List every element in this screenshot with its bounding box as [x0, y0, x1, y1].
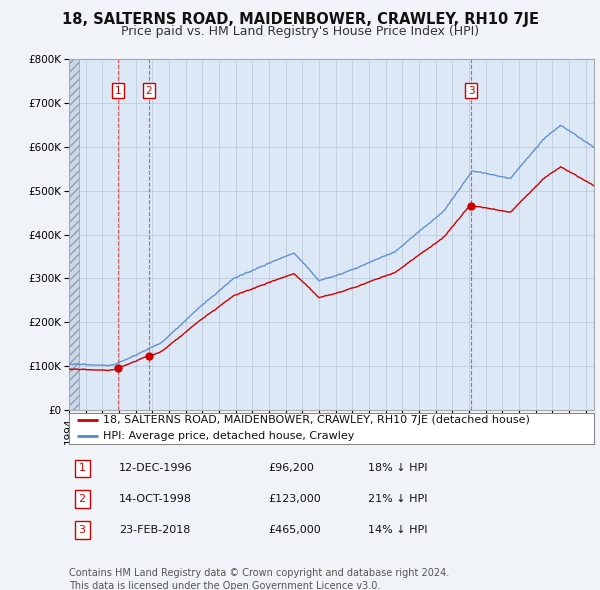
- Text: 3: 3: [79, 525, 86, 535]
- Text: £465,000: £465,000: [269, 525, 321, 535]
- Bar: [69, 59, 79, 410]
- Text: 2: 2: [79, 494, 86, 504]
- Text: HPI: Average price, detached house, Crawley: HPI: Average price, detached house, Craw…: [103, 431, 355, 441]
- Text: 18, SALTERNS ROAD, MAIDENBOWER, CRAWLEY, RH10 7JE (detached house): 18, SALTERNS ROAD, MAIDENBOWER, CRAWLEY,…: [103, 415, 530, 425]
- Text: 3: 3: [468, 86, 475, 96]
- Text: 2: 2: [146, 86, 152, 96]
- Text: 18, SALTERNS ROAD, MAIDENBOWER, CRAWLEY, RH10 7JE: 18, SALTERNS ROAD, MAIDENBOWER, CRAWLEY,…: [62, 12, 539, 27]
- Text: 21% ↓ HPI: 21% ↓ HPI: [368, 494, 428, 504]
- Text: Contains HM Land Registry data © Crown copyright and database right 2024.
This d: Contains HM Land Registry data © Crown c…: [69, 568, 449, 590]
- Text: 14% ↓ HPI: 14% ↓ HPI: [368, 525, 428, 535]
- Text: £123,000: £123,000: [269, 494, 321, 504]
- Text: 18% ↓ HPI: 18% ↓ HPI: [368, 463, 428, 473]
- Text: 1: 1: [115, 86, 121, 96]
- Text: £96,200: £96,200: [269, 463, 314, 473]
- Text: 14-OCT-1998: 14-OCT-1998: [119, 494, 192, 504]
- Text: 1: 1: [79, 463, 86, 473]
- Text: 23-FEB-2018: 23-FEB-2018: [119, 525, 190, 535]
- Text: Price paid vs. HM Land Registry's House Price Index (HPI): Price paid vs. HM Land Registry's House …: [121, 25, 479, 38]
- Text: 12-DEC-1996: 12-DEC-1996: [119, 463, 193, 473]
